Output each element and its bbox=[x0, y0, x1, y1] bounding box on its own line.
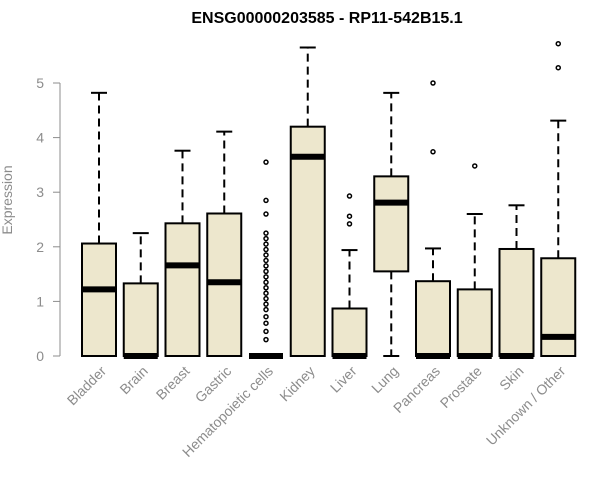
box-pancreas bbox=[415, 80, 451, 359]
outlier-point bbox=[263, 306, 269, 313]
outlier-point bbox=[472, 163, 478, 169]
outlier-point bbox=[346, 213, 353, 219]
outlier-point bbox=[430, 80, 436, 86]
outlier-point bbox=[263, 328, 269, 335]
x-tick-label: Kidney bbox=[276, 363, 318, 405]
box-iqr bbox=[164, 222, 201, 357]
box-iqr bbox=[415, 280, 451, 357]
y-axis-ticks: 0 1 2 3 4 5 bbox=[36, 75, 60, 364]
box-iqr bbox=[540, 257, 577, 357]
outlier-point bbox=[263, 274, 269, 280]
x-tick-label: Liver bbox=[327, 363, 360, 396]
outlier-point bbox=[263, 290, 269, 296]
box-iqr bbox=[289, 125, 326, 358]
outlier-point bbox=[263, 313, 269, 320]
outlier-point bbox=[263, 279, 269, 286]
outlier-point bbox=[346, 193, 353, 199]
outlier-point bbox=[263, 268, 269, 275]
box-bladder bbox=[81, 91, 117, 357]
box-iqr bbox=[456, 288, 493, 357]
box-liver bbox=[331, 193, 368, 359]
x-tick-label: Skin bbox=[496, 363, 527, 394]
y-tick-label: 1 bbox=[36, 293, 44, 309]
outlier-point bbox=[263, 336, 269, 343]
box-prostate bbox=[456, 163, 493, 359]
box-iqr bbox=[498, 247, 535, 357]
box-iqr bbox=[373, 175, 410, 273]
box-hematopoietic-cells bbox=[249, 159, 283, 359]
y-tick-label: 4 bbox=[36, 130, 44, 146]
outlier-point bbox=[263, 263, 269, 269]
y-tick-label: 0 bbox=[36, 348, 44, 364]
box-kidney bbox=[289, 46, 326, 358]
outlier-point bbox=[263, 320, 269, 326]
outlier-point bbox=[263, 235, 269, 242]
x-tick-label: Brain bbox=[116, 363, 150, 397]
y-axis-label: Expression bbox=[0, 165, 15, 234]
box-series bbox=[81, 40, 577, 359]
x-tick-label: Bladder bbox=[64, 363, 110, 409]
y-tick-label: 3 bbox=[36, 184, 44, 200]
outlier-point bbox=[263, 197, 269, 204]
y-tick-label: 2 bbox=[36, 239, 44, 255]
outlier-point bbox=[263, 285, 269, 291]
outlier-point bbox=[263, 252, 269, 258]
outlier-point bbox=[263, 230, 269, 236]
outlier-point bbox=[555, 40, 561, 47]
x-tick-label: Unknown / Other bbox=[483, 363, 569, 449]
x-tick-label: Lung bbox=[368, 363, 401, 396]
box-gastric bbox=[206, 130, 243, 357]
box-skin bbox=[498, 204, 535, 359]
box-iqr bbox=[122, 282, 159, 357]
outlier-point bbox=[263, 301, 269, 307]
box-iqr bbox=[81, 242, 117, 357]
box-unknown-other bbox=[540, 40, 577, 357]
box-brain bbox=[122, 232, 159, 359]
y-tick-label: 5 bbox=[36, 75, 44, 91]
x-tick-label: Prostate bbox=[437, 363, 485, 411]
outlier-point bbox=[430, 149, 436, 155]
outlier-point bbox=[263, 295, 269, 302]
box-lung bbox=[373, 91, 410, 357]
outlier-point bbox=[263, 211, 269, 217]
outlier-point bbox=[346, 221, 353, 227]
outlier-point bbox=[263, 159, 269, 165]
box-breast bbox=[164, 149, 201, 357]
outlier-point bbox=[263, 241, 269, 247]
outlier-point bbox=[263, 257, 269, 264]
box-iqr bbox=[331, 307, 368, 357]
x-tick-label: Breast bbox=[153, 363, 193, 403]
outlier-point bbox=[555, 64, 561, 71]
outlier-point bbox=[263, 246, 269, 253]
chart-title: ENSG00000203585 - RP11-542B15.1 bbox=[191, 10, 462, 27]
